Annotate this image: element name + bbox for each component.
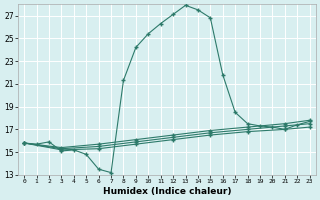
X-axis label: Humidex (Indice chaleur): Humidex (Indice chaleur) — [103, 187, 231, 196]
